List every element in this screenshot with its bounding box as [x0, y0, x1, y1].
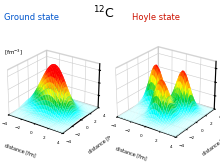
Y-axis label: distance [fm]: distance [fm] — [202, 134, 220, 157]
Text: [fm$^{-3}$]: [fm$^{-3}$] — [4, 47, 23, 57]
X-axis label: distance [fm]: distance [fm] — [115, 145, 147, 161]
Text: Ground state: Ground state — [4, 13, 59, 22]
Text: Hoyle state: Hoyle state — [132, 13, 180, 22]
X-axis label: distance [fm]: distance [fm] — [4, 142, 37, 158]
Text: $^{12}$C: $^{12}$C — [93, 5, 114, 21]
Y-axis label: distance [fm]: distance [fm] — [87, 131, 116, 154]
